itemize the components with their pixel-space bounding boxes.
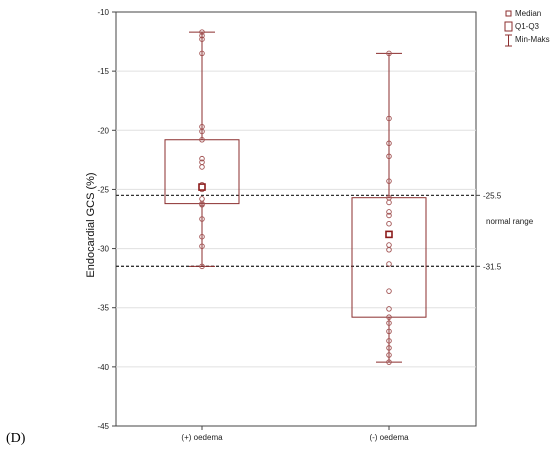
data-point bbox=[386, 314, 392, 320]
data-point bbox=[199, 243, 205, 249]
data-point bbox=[386, 153, 392, 160]
y-tick-label: -25 bbox=[97, 185, 109, 194]
data-point bbox=[199, 32, 205, 39]
data-point bbox=[386, 50, 392, 57]
data-point bbox=[386, 338, 392, 344]
data-point bbox=[386, 352, 392, 358]
y-tick-label: -35 bbox=[97, 304, 109, 313]
y-tick-label: -15 bbox=[97, 67, 109, 76]
data-point bbox=[199, 155, 205, 162]
y-tick-label: -30 bbox=[97, 245, 109, 254]
gridlines bbox=[116, 70, 476, 368]
data-point bbox=[199, 128, 205, 135]
x-tick-label: (+) oedema bbox=[181, 433, 223, 442]
legend-median-symbol bbox=[505, 10, 512, 17]
y-tick-label: -20 bbox=[97, 126, 109, 135]
reference-value-label: -25.5 bbox=[483, 191, 502, 200]
data-point bbox=[199, 50, 205, 57]
reference-band-label: normal range bbox=[486, 217, 534, 226]
data-point bbox=[199, 29, 205, 35]
data-point bbox=[386, 178, 392, 184]
data-point bbox=[199, 36, 205, 42]
data-point bbox=[386, 115, 392, 122]
axis-ticks: -10 -15 -20 -25 -30 -35 -40 -45 (+) oedema (-) oe… bbox=[97, 8, 409, 442]
y-axis-title: Endocardial GCS (%) bbox=[85, 172, 97, 277]
data-point bbox=[199, 216, 205, 222]
x-tick-label: (-) oedema bbox=[369, 433, 409, 442]
data-point bbox=[386, 209, 392, 215]
quartile-box bbox=[351, 197, 427, 318]
data-point bbox=[386, 199, 392, 206]
data-point bbox=[386, 220, 392, 227]
legend-quartile-label: Q1-Q3 bbox=[515, 22, 540, 31]
legend-quartile-symbol bbox=[504, 21, 513, 32]
data-point bbox=[386, 328, 392, 335]
data-point bbox=[386, 261, 392, 267]
data-points bbox=[198, 29, 393, 365]
data-point bbox=[386, 140, 392, 147]
y-tick-label: -45 bbox=[97, 422, 109, 431]
boxes bbox=[164, 31, 427, 363]
panel-label: (D) bbox=[6, 431, 26, 446]
quartile-box bbox=[164, 139, 240, 205]
reference-lines: -25.5 -31.5 bbox=[116, 191, 502, 271]
legend-range-symbol bbox=[505, 34, 512, 47]
data-point bbox=[199, 233, 205, 240]
median-marker bbox=[198, 183, 206, 191]
data-point bbox=[386, 359, 392, 365]
data-point bbox=[386, 306, 392, 312]
data-point bbox=[199, 263, 205, 270]
data-point bbox=[199, 164, 205, 170]
median-marker bbox=[385, 230, 393, 239]
legend-range-label: Min-Maks bbox=[515, 35, 550, 44]
data-point bbox=[386, 320, 392, 326]
data-point bbox=[386, 288, 392, 294]
data-point bbox=[199, 202, 205, 208]
data-point bbox=[386, 345, 392, 351]
data-point bbox=[386, 247, 392, 253]
data-point bbox=[199, 136, 205, 143]
y-tick-label: -40 bbox=[97, 363, 109, 372]
legend: Median Q1-Q3 Min-Maks bbox=[504, 9, 550, 47]
legend-median-label: Median bbox=[515, 9, 541, 18]
plot-area bbox=[115, 11, 477, 427]
data-point bbox=[386, 212, 392, 219]
y-tick-label: -10 bbox=[97, 8, 109, 17]
reference-value-label: -31.5 bbox=[483, 262, 502, 271]
